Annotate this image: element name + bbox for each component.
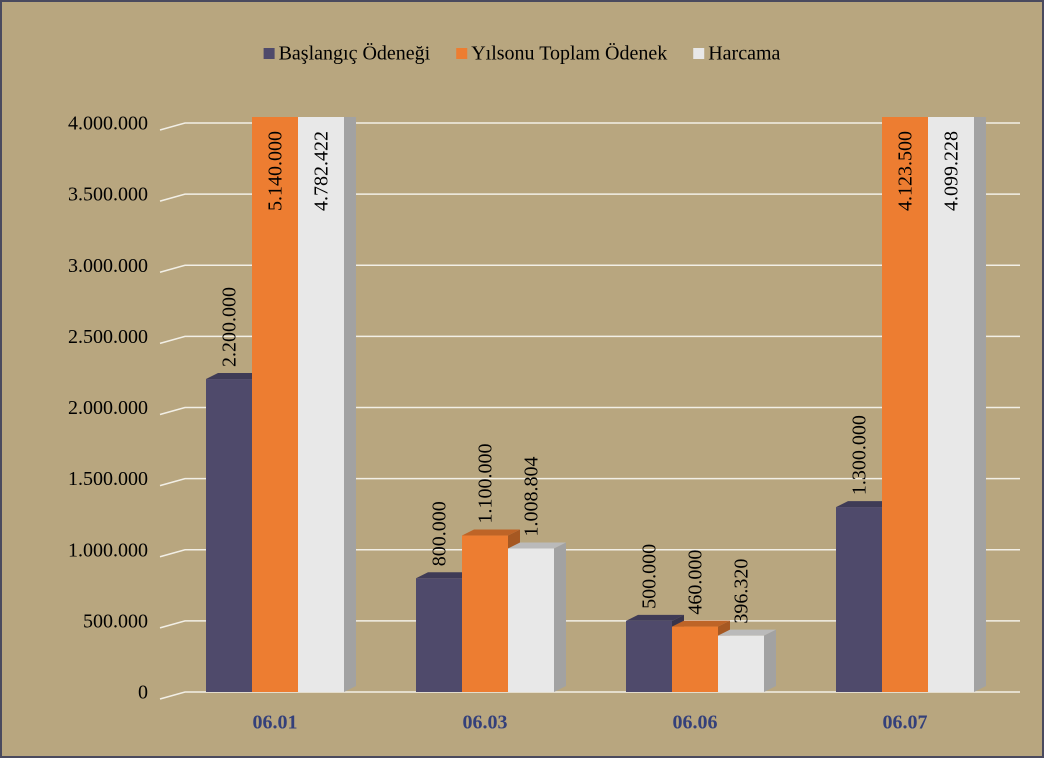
x-tick-label: 06.01	[253, 712, 298, 734]
legend-label: Başlangıç Ödeneği	[279, 42, 431, 65]
data-label: 460.000	[685, 550, 707, 615]
data-label: 2.200.000	[219, 287, 241, 367]
y-tick-label: 1.500.000	[68, 468, 148, 490]
data-label: 1.300.000	[849, 415, 871, 495]
legend-swatch	[263, 48, 275, 59]
bar-top	[508, 542, 566, 549]
grid-line	[159, 477, 1020, 487]
x-tick-label: 06.06	[673, 712, 718, 734]
bar	[298, 117, 344, 693]
y-tick-label: 3.000.000	[68, 255, 148, 277]
bar-top	[836, 501, 894, 508]
bar	[928, 117, 974, 692]
y-tick-label: 1.000.000	[68, 539, 148, 561]
grid-line	[159, 193, 1020, 202]
y-tick-label: 2.500.000	[68, 326, 148, 348]
legend-label: Harcama	[708, 43, 780, 65]
y-tick-label: 0	[138, 682, 148, 704]
bar	[416, 578, 462, 692]
bar	[836, 507, 882, 692]
bar-side	[344, 117, 356, 692]
data-label: 1.008.804	[521, 456, 543, 536]
bars	[206, 117, 986, 693]
data-label: 800.000	[429, 501, 451, 566]
data-label: 500.000	[639, 544, 661, 609]
grid-line	[159, 264, 1020, 273]
bar-top	[672, 620, 730, 627]
bar	[508, 548, 554, 692]
bar	[252, 117, 298, 692]
y-tick-label: 500.000	[83, 610, 148, 632]
legend-swatch	[693, 48, 705, 59]
data-label: 4.123.500	[895, 131, 917, 211]
data-label: 1.100.000	[475, 444, 497, 524]
y-tick-label: 2.000.000	[68, 397, 148, 419]
grid-line	[159, 122, 1020, 131]
data-label: 396.320	[731, 559, 753, 624]
data-label: 5.140.000	[265, 131, 287, 211]
bar	[672, 626, 718, 692]
x-tick-label: 06.07	[883, 712, 928, 734]
y-tick-label: 3.500.000	[68, 184, 148, 206]
bar-side	[974, 117, 986, 692]
data-label: 4.782.422	[311, 131, 333, 211]
bar	[626, 620, 672, 692]
grid-line	[159, 620, 1020, 629]
bar-side	[554, 542, 566, 692]
bar-top	[416, 572, 474, 579]
bar-top	[626, 614, 684, 621]
grid-line	[159, 335, 1020, 345]
bar	[462, 535, 508, 692]
data-label: 4.099.228	[941, 131, 963, 211]
labels: 0 500.000 1.000.000 1.500.000 2.000.000 2.500…	[68, 42, 963, 734]
bar-side	[764, 629, 776, 692]
grid-line	[159, 406, 1020, 416]
bar	[718, 635, 764, 692]
x-tick-label: 06.03	[463, 712, 508, 734]
grid-line	[159, 549, 1020, 558]
bar	[882, 117, 928, 692]
bar-top	[462, 529, 520, 536]
legend-swatch	[456, 48, 468, 59]
legend-label: Yılsonu Toplam Ödenek	[471, 42, 667, 65]
bar-top	[718, 629, 776, 636]
y-tick-label: 4.000.000	[68, 113, 148, 135]
bar-top	[206, 373, 264, 380]
bar	[206, 379, 252, 692]
